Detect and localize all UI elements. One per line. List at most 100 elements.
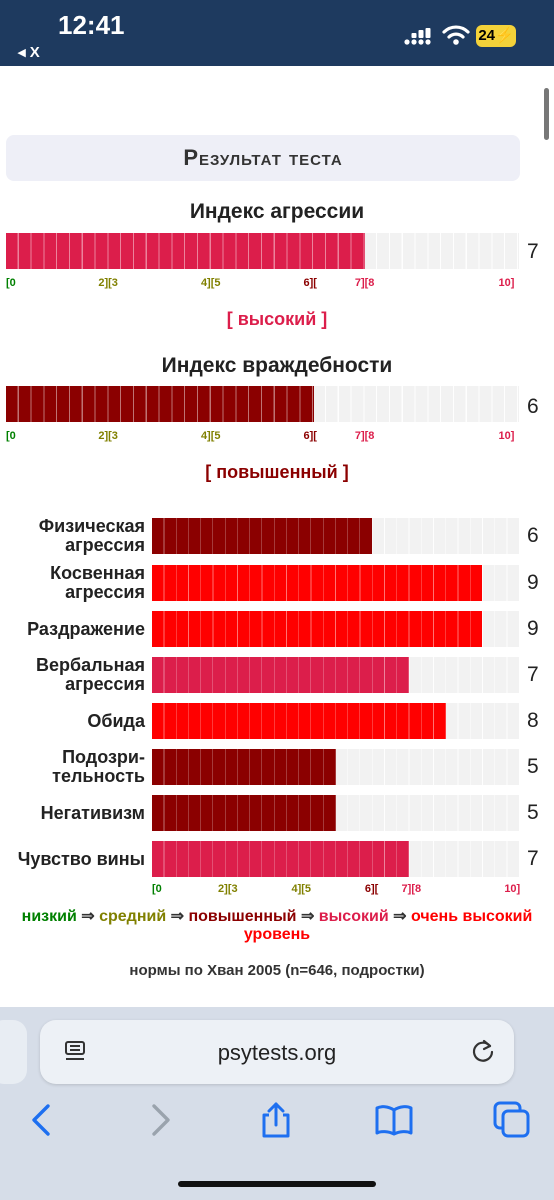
scale-tick-label: 6][ [364,883,379,895]
previous-tab-preview[interactable] [0,1020,27,1084]
sub-scale-label-text: Физическая агрессия [38,516,145,555]
sub-scale-label: Негативизм [0,793,145,833]
sub-scale-label-text: Чувство вины [17,848,145,869]
sub-scale-label-text: Негативизм [40,802,145,823]
sub-scale-value: 9 [527,571,539,594]
sub-scale-bar [152,565,519,601]
legend-arrow: ⇒ [170,908,185,925]
sub-scale-fill [152,795,336,831]
aggression-level: [ высокий ] [226,309,328,329]
sub-scale-fill [152,611,483,647]
sub-scale-ticks: [0 2][3 4][5 6][ 7][8 10] [152,883,521,897]
sub-scale-value: 5 [527,801,539,824]
aggression-index-bar [6,233,519,269]
result-title: Результат теста [183,145,343,170]
sub-scale-fill [152,657,409,693]
sub-scale-label: Раздражение [0,609,145,649]
sub-scale-row: Косвенная агрессия 9 [0,563,554,603]
aggression-scale-ticks: [0 2][3 4][5 6][7][8 10] [6,277,519,291]
sub-scale-row: Физическая агрессия 6 [0,516,554,556]
hostility-index-title: Индекс враждебности [161,354,393,377]
hostility-index-bar [6,386,519,422]
scale-tick-label: 7][8 [354,430,375,442]
legend-very-high: очень высокий уровень [243,908,533,943]
bookmarks-icon[interactable] [374,1100,414,1140]
scale-tick-label: [0 [6,430,16,442]
scale-tick-label: 6][ [303,430,317,442]
legend-arrow: ⇒ [300,908,315,925]
aggression-index-title: Индекс агрессии [189,200,365,223]
legend-high: высокий [318,908,389,925]
legend-elevated: повышенный [188,908,297,925]
sub-scale-bar [152,518,519,554]
legend-arrow: ⇒ [393,908,407,925]
scale-tick-label: 2][3 [218,883,238,895]
reload-icon[interactable] [470,1038,496,1064]
battery-icon: 24⚡ [476,25,516,47]
forward-arrow-icon[interactable] [140,1100,180,1140]
result-header: Результат теста [6,135,520,181]
back-to-app-link[interactable]: ◂ X [18,44,40,61]
back-arrow-icon[interactable] [22,1100,62,1140]
page-menu-icon[interactable] [64,1040,88,1062]
sub-scale-row: Чувство вины 7 [0,839,554,879]
share-icon[interactable] [256,1100,296,1140]
sub-scale-value: 7 [527,663,539,686]
legend-medium: средний [99,908,167,925]
sub-scale-label: Вербальная агрессия [0,655,145,695]
scale-tick-label: 7][8 [354,277,375,289]
sub-scale-label-text: Подозри-тельность [52,747,145,786]
hostility-index-value: 6 [527,395,539,418]
aggression-index-fill [6,233,366,269]
scrollbar-thumb[interactable] [544,88,549,140]
scale-tick-label: 4][5 [200,277,221,289]
sub-scale-bar [152,657,519,693]
aggression-index-value: 7 [527,240,539,263]
scale-tick-label: 6][ [303,277,317,289]
level-legend: низкий ⇒ средний ⇒ повышенный ⇒ высокий … [0,908,554,944]
sub-scale-bar [152,841,519,877]
tabs-icon[interactable] [492,1100,532,1140]
hostility-level: [ повышенный ] [205,462,349,482]
sub-scale-label-text: Раздражение [27,618,145,639]
sub-scale-label: Обида [0,701,145,741]
url-text[interactable]: psytests.org [217,1040,337,1065]
hostility-scale-ticks: [0 2][3 4][5 6][7][8 10] [6,430,519,444]
sub-scale-label-text: Обида [87,710,145,731]
legend-low: низкий [21,908,77,925]
sub-scale-bar [152,703,519,739]
sub-scale-label: Чувство вины [0,839,145,879]
sub-scale-bar [152,749,519,785]
sub-scale-fill [152,749,336,785]
sub-scale-bar [152,795,519,831]
sub-scale-fill [152,565,483,601]
wifi-icon [442,25,470,45]
norms-note: нормы по Хван 2005 (n=646, подростки) [129,962,425,979]
sub-scale-label: Физическая агрессия [0,516,145,556]
sub-scale-row: Негативизм 5 [0,793,554,833]
sub-scale-value: 6 [527,524,539,547]
sub-scale-value: 5 [527,755,539,778]
sub-scale-fill [152,703,446,739]
address-bar[interactable]: psytests.org [40,1020,514,1084]
sub-scale-label: Косвенная агрессия [0,563,145,603]
scale-tick-label: 2][3 [98,277,118,289]
sub-scale-label-text: Косвенная агрессия [50,563,145,602]
scale-tick-label: 7][8 [401,883,422,895]
scale-tick-label: [0 [152,883,162,895]
hostility-index-fill [6,386,314,422]
sub-scale-label-text: Вербальная агрессия [35,655,145,694]
sub-scale-bar [152,611,519,647]
home-indicator [178,1181,376,1187]
scale-tick-label: 2][3 [98,430,118,442]
scale-tick-label: 10] [498,277,515,289]
legend-arrow: ⇒ [81,908,95,925]
sub-scale-value: 7 [527,847,539,870]
status-time: 12:41 [58,10,125,40]
sub-scale-fill [152,518,373,554]
scale-tick-label: 10] [504,883,521,895]
scale-tick-label: 4][5 [291,883,312,895]
sub-scale-row: Вербальная агрессия 7 [0,655,554,695]
battery-level: 24 [478,27,495,44]
sub-scale-label: Подозри-тельность [0,747,145,787]
